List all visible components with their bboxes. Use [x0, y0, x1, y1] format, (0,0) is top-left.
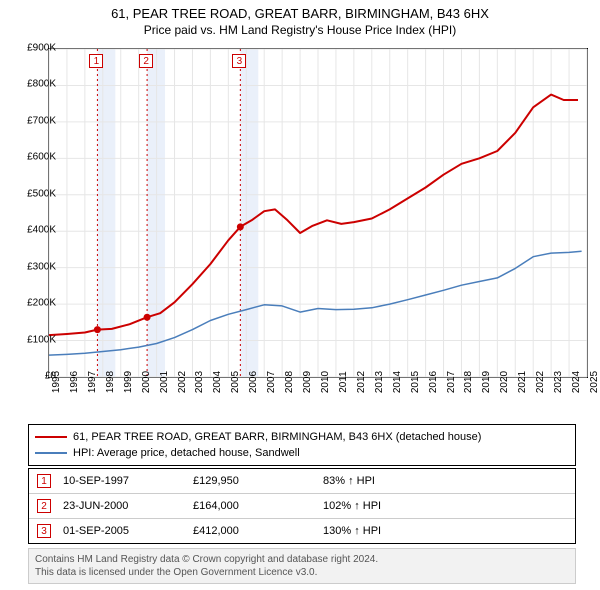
x-axis-label: 2019	[481, 371, 492, 393]
sale-marker: 1	[89, 54, 103, 68]
x-axis-label: 2011	[338, 371, 349, 393]
sale-pct: 102% ↑ HPI	[323, 500, 453, 512]
chart-plot-area	[48, 48, 588, 378]
y-axis-label: £800K	[27, 79, 56, 90]
legend-swatch	[35, 452, 67, 454]
x-axis-label: 2024	[571, 371, 582, 393]
table-row: 1 10-SEP-1997£129,95083% ↑ HPI	[29, 469, 575, 494]
x-axis-label: 2021	[517, 371, 528, 393]
x-axis-label: 2001	[159, 371, 170, 393]
legend-label: 61, PEAR TREE ROAD, GREAT BARR, BIRMINGH…	[73, 431, 481, 443]
x-axis-label: 2016	[428, 371, 439, 393]
legend-box: 61, PEAR TREE ROAD, GREAT BARR, BIRMINGH…	[28, 424, 576, 466]
footnote-line: This data is licensed under the Open Gov…	[35, 566, 569, 579]
x-axis-label: 2018	[463, 371, 474, 393]
sale-date: 10-SEP-1997	[63, 475, 193, 487]
legend-label: HPI: Average price, detached house, Sand…	[73, 447, 300, 459]
x-axis-label: 2017	[446, 371, 457, 393]
y-axis-label: £300K	[27, 261, 56, 272]
x-axis-label: 2008	[284, 371, 295, 393]
x-axis-label: 1999	[123, 371, 134, 393]
x-axis-label: 2014	[392, 371, 403, 393]
x-axis-label: 2025	[589, 371, 600, 393]
x-axis-label: 2006	[248, 371, 259, 393]
table-row: 2 23-JUN-2000£164,000102% ↑ HPI	[29, 494, 575, 519]
sales-table: 1 10-SEP-1997£129,95083% ↑ HPI 2 23-JUN-200…	[28, 468, 576, 544]
x-axis-label: 2002	[177, 371, 188, 393]
y-axis-label: £400K	[27, 225, 56, 236]
sale-num-box: 1	[37, 474, 51, 488]
y-axis-label: £900K	[27, 43, 56, 54]
table-row: 3 01-SEP-2005£412,000130% ↑ HPI	[29, 519, 575, 543]
x-axis-label: 1995	[51, 371, 62, 393]
y-axis-label: £100K	[27, 334, 56, 345]
sale-marker: 2	[139, 54, 153, 68]
x-axis-label: 2013	[374, 371, 385, 393]
sale-num-box: 3	[37, 524, 51, 538]
y-axis-label: £700K	[27, 115, 56, 126]
legend-swatch	[35, 436, 67, 438]
sale-pct: 83% ↑ HPI	[323, 475, 453, 487]
sale-price: £412,000	[193, 525, 323, 537]
x-axis-label: 2004	[212, 371, 223, 393]
sale-price: £129,950	[193, 475, 323, 487]
x-axis-label: 2005	[230, 371, 241, 393]
y-axis-label: £600K	[27, 152, 56, 163]
x-axis-label: 2015	[410, 371, 421, 393]
sale-num-box: 2	[37, 499, 51, 513]
x-axis-label: 2010	[320, 371, 331, 393]
chart-title: 61, PEAR TREE ROAD, GREAT BARR, BIRMINGH…	[0, 0, 600, 23]
y-axis-label: £500K	[27, 188, 56, 199]
sale-price: £164,000	[193, 500, 323, 512]
y-axis-label: £200K	[27, 298, 56, 309]
chart-svg	[49, 49, 587, 377]
sale-pct: 130% ↑ HPI	[323, 525, 453, 537]
x-axis-label: 1997	[87, 371, 98, 393]
x-axis-label: 2023	[553, 371, 564, 393]
x-axis-label: 1998	[105, 371, 116, 393]
footnote-line: Contains HM Land Registry data © Crown c…	[35, 553, 569, 566]
legend-row: 61, PEAR TREE ROAD, GREAT BARR, BIRMINGH…	[35, 429, 569, 445]
legend-row: HPI: Average price, detached house, Sand…	[35, 445, 569, 461]
chart-subtitle: Price paid vs. HM Land Registry's House …	[0, 23, 600, 41]
x-axis-label: 2009	[302, 371, 313, 393]
sale-date: 23-JUN-2000	[63, 500, 193, 512]
footnote-box: Contains HM Land Registry data © Crown c…	[28, 548, 576, 584]
sale-marker: 3	[232, 54, 246, 68]
x-axis-label: 1996	[69, 371, 80, 393]
x-axis-label: 2020	[499, 371, 510, 393]
x-axis-label: 2022	[535, 371, 546, 393]
sale-date: 01-SEP-2005	[63, 525, 193, 537]
x-axis-label: 2012	[356, 371, 367, 393]
x-axis-label: 2007	[266, 371, 277, 393]
x-axis-label: 2000	[141, 371, 152, 393]
x-axis-label: 2003	[194, 371, 205, 393]
